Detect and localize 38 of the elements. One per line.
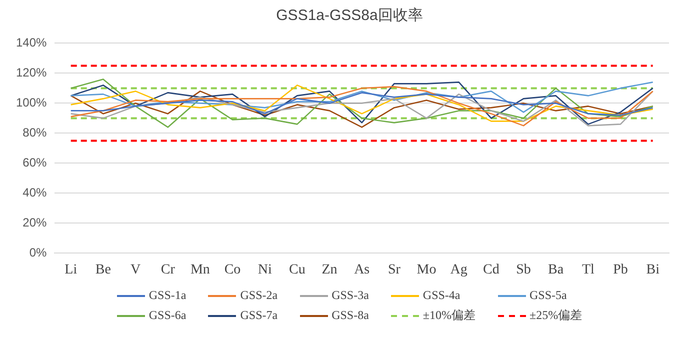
legend-label: GSS-7a <box>240 308 278 323</box>
legend-label: GSS-3a <box>332 288 369 303</box>
x-tick-label: Ni <box>258 262 272 278</box>
y-tick-label: 20% <box>22 216 48 230</box>
x-tick-label: Li <box>64 262 78 278</box>
y-tick-label: 0% <box>29 246 48 260</box>
x-tick-label: Cu <box>289 262 306 278</box>
x-tick-label: Ag <box>450 262 468 278</box>
x-tick-label: Tl <box>582 262 594 278</box>
x-tick-label: Sr <box>388 262 401 278</box>
legend-label: ±10%偏差 <box>422 307 476 324</box>
legend-label: GSS-8a <box>332 308 369 323</box>
legend-label: GSS-4a <box>422 288 460 303</box>
legend-label: GSS-2a <box>240 288 278 303</box>
x-tick-label: Mo <box>416 262 436 278</box>
x-tick-label: Ba <box>548 262 564 278</box>
y-tick-label: 140% <box>16 36 48 50</box>
y-tick-label: 60% <box>22 156 48 170</box>
x-tick-label: Co <box>224 262 241 278</box>
legend-label: ±25%偏差 <box>530 307 582 324</box>
x-tick-label: Zn <box>322 262 338 278</box>
x-tick-label: As <box>354 262 370 278</box>
x-tick-label: Pb <box>613 262 628 278</box>
legend-label: GSS-5a <box>530 288 567 303</box>
chart-title: GSS1a-GSS8a回收率 <box>275 6 424 26</box>
legend-label: GSS-1a <box>148 288 186 303</box>
x-tick-label: V <box>130 262 141 278</box>
x-tick-label: Cr <box>160 262 176 278</box>
x-tick-label: Bi <box>646 262 660 278</box>
x-tick-label: Cd <box>483 262 500 278</box>
x-tick-label: Be <box>95 262 111 278</box>
y-tick-label: 40% <box>22 186 48 200</box>
x-tick-label: Sb <box>516 262 531 278</box>
y-tick-label: 80% <box>22 126 48 140</box>
y-tick-label: 120% <box>16 66 48 80</box>
legend-label: GSS-6a <box>148 308 186 323</box>
x-tick-label: Mn <box>190 262 210 278</box>
y-tick-label: 100% <box>16 96 48 110</box>
